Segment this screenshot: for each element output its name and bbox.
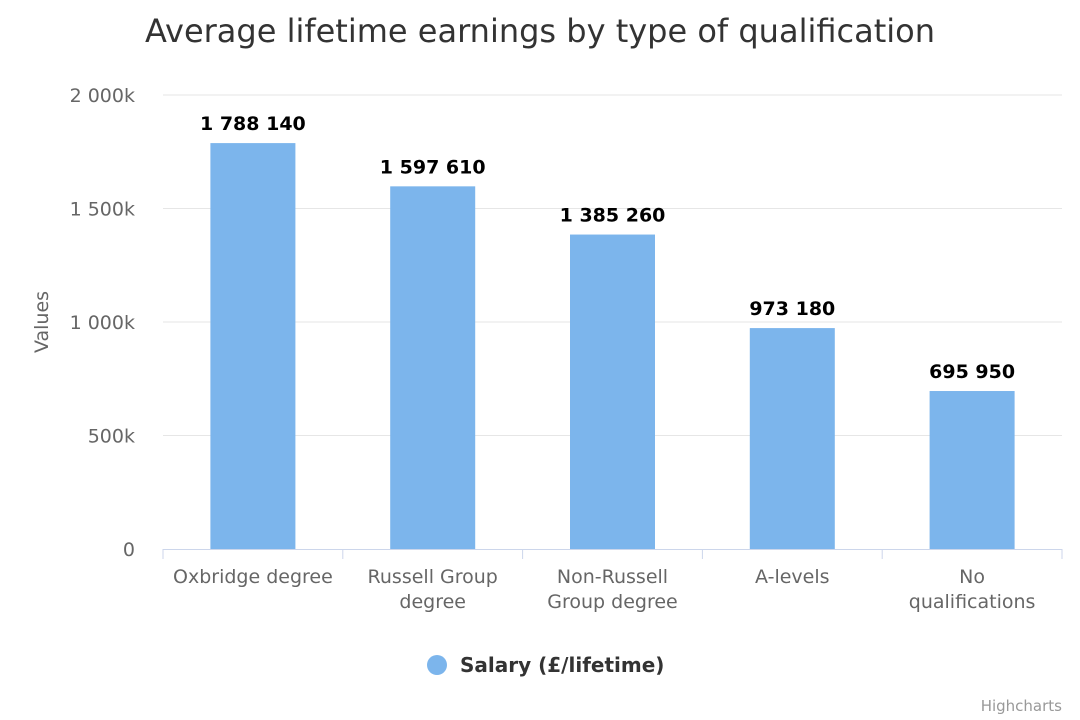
data-label: 973 180 xyxy=(749,298,835,320)
x-tick-label: Russell Group degree xyxy=(368,566,498,613)
bar[interactable] xyxy=(749,328,835,549)
x-tick-label: Oxbridge degree xyxy=(173,566,333,588)
data-label: 1 385 260 xyxy=(560,205,666,227)
y-tick-label: 0 xyxy=(123,539,135,561)
y-axis-title: Values xyxy=(31,291,53,353)
x-tick-label: A-levels xyxy=(755,566,830,588)
legend-marker-icon[interactable] xyxy=(427,655,447,675)
y-tick-label: 1 000k xyxy=(70,312,135,334)
data-label: 695 950 xyxy=(929,361,1015,383)
data-label: 1 788 140 xyxy=(200,113,306,135)
x-tick-label: No qualifications xyxy=(909,566,1036,613)
chart-title: Average lifetime earnings by type of qua… xyxy=(145,12,935,50)
bar[interactable] xyxy=(929,391,1015,549)
labels: 0 500k 1 000k 1 500k 2 000k 1 788 140 Oxbridge… xyxy=(70,85,1036,613)
bar[interactable] xyxy=(390,186,476,549)
credits-link[interactable]: Highcharts xyxy=(981,697,1062,715)
x-axis xyxy=(162,549,1063,559)
data-label: 1 597 610 xyxy=(380,156,486,178)
bar-series xyxy=(210,143,1015,550)
y-tick-label: 2 000k xyxy=(70,85,135,107)
y-tick-label: 500k xyxy=(88,426,135,448)
bar[interactable] xyxy=(570,234,655,550)
y-tick-label: 1 500k xyxy=(70,199,135,221)
x-tick-label: Non-Russell Group degree xyxy=(547,566,677,613)
legend-item-salary[interactable]: Salary (£/lifetime) xyxy=(460,653,664,677)
bar[interactable] xyxy=(210,143,296,549)
legend[interactable]: Salary (£/lifetime) xyxy=(427,653,664,677)
